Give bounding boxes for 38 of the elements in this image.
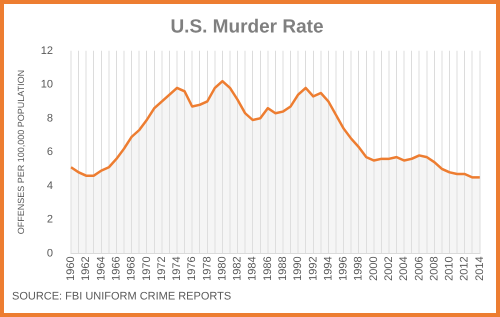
x-tick-label: 1990 <box>292 256 304 281</box>
x-tick-label: 1986 <box>262 256 274 281</box>
x-tick-label: 1962 <box>80 256 92 281</box>
x-tick-label: 2006 <box>413 256 426 281</box>
x-tick-label: 1966 <box>110 256 122 281</box>
y-axis-title: OFFENSES PER 100,000 POPULATION <box>16 70 26 234</box>
x-tick-label: 1988 <box>277 256 290 281</box>
x-tick-label: 2010 <box>444 256 456 281</box>
x-tick-label: 1964 <box>95 256 108 281</box>
x-tick-label: 1982 <box>232 256 244 281</box>
x-tick-label: 2014 <box>474 256 486 281</box>
x-tick-label: 1970 <box>140 256 153 281</box>
x-tick-label: 2002 <box>382 256 395 281</box>
x-tick-label: 1984 <box>246 256 259 281</box>
x-tick-label: 1992 <box>307 256 320 281</box>
y-tick-label: 12 <box>40 44 54 57</box>
x-tick-label: 2008 <box>428 256 440 281</box>
x-tick-label: 1968 <box>126 256 138 281</box>
x-tick-label: 2012 <box>458 256 471 281</box>
y-tick-label: 10 <box>40 78 54 91</box>
x-tick-label: 2004 <box>398 256 410 281</box>
y-tick-label: 2 <box>46 214 54 226</box>
chart-title: U.S. Murder Rate <box>170 16 324 38</box>
y-tick-label: 8 <box>46 112 54 124</box>
x-tick-label: 1998 <box>352 256 365 281</box>
x-tick-label: 2000 <box>368 256 380 281</box>
x-tick-label: 1974 <box>171 256 184 281</box>
source-note: SOURCE: FBI UNIFORM CRIME REPORTS <box>12 290 232 302</box>
y-tick-label: 6 <box>46 146 54 158</box>
x-tick-label: 1978 <box>201 256 214 281</box>
y-tick-label: 4 <box>46 180 54 192</box>
x-tick-label: 1994 <box>322 256 334 281</box>
x-tick-label: 1976 <box>186 256 198 281</box>
x-tick-label: 1980 <box>216 256 228 281</box>
x-tick-label: 1972 <box>156 256 168 281</box>
x-tick-label: 1996 <box>338 256 350 281</box>
x-tick-label: 1960 <box>65 256 78 281</box>
y-tick-label: 0 <box>46 247 54 260</box>
